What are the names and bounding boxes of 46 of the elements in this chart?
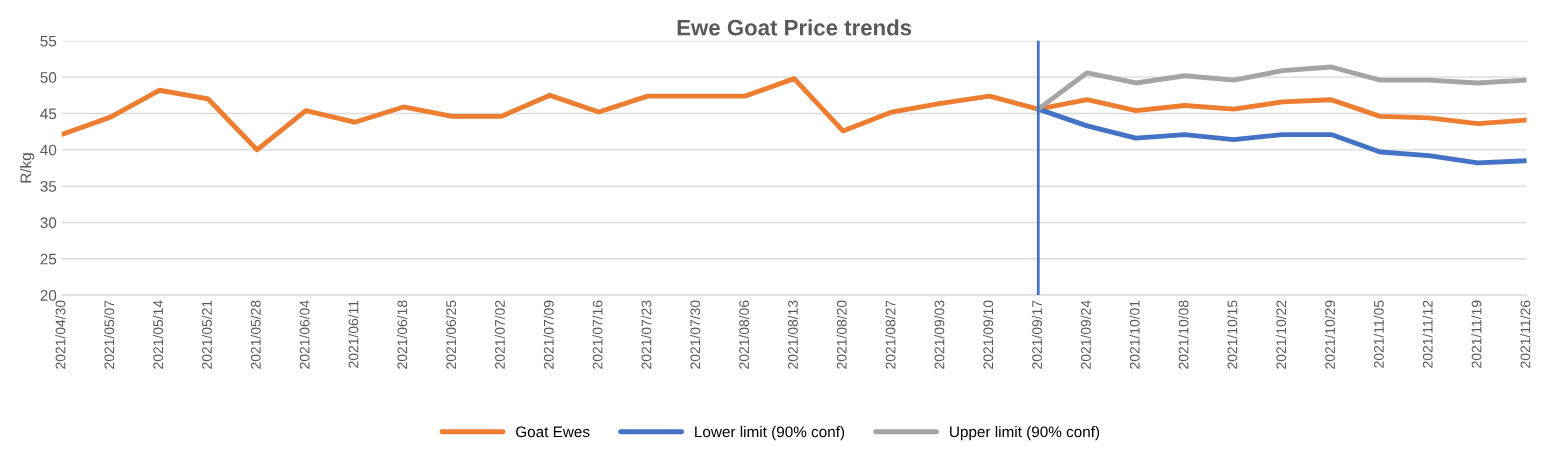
x-tick-label: 2021/04/30 <box>55 300 66 369</box>
x-tick-label: 2021/05/21 <box>201 300 212 369</box>
x-tick-label: 2021/08/06 <box>738 300 750 369</box>
x-tick-label: 2021/10/29 <box>1324 300 1335 369</box>
chart-title: Ewe Goat Price trends <box>677 19 912 36</box>
line-series <box>61 76 1527 153</box>
x-tick-label: 2021/05/28 <box>250 300 261 369</box>
x-tick-label: 2021/10/15 <box>1227 300 1238 369</box>
legend-label: Lower limit (90% conf) <box>695 426 845 441</box>
y-tick-label: 40 <box>40 144 57 156</box>
x-tick-label: 2021/07/16 <box>592 300 603 369</box>
x-tick-label: 2021/10/08 <box>1178 300 1189 369</box>
y-tick-label: 55 <box>40 35 57 47</box>
x-tick-label: 2021/06/18 <box>397 300 408 369</box>
x-tick-label: 2021/06/04 <box>299 300 310 369</box>
y-tick-label: 45 <box>40 108 57 120</box>
x-tick-label: 2021/11/05 <box>1373 300 1384 368</box>
x-tick-label: 2021/09/24 <box>1080 300 1091 369</box>
x-tick-label: 2021/10/22 <box>1275 300 1287 369</box>
y-tick-label: 30 <box>40 217 57 229</box>
line-series <box>1035 64 1527 112</box>
x-tick-label: 2021/09/10 <box>982 300 994 369</box>
y-tick-label: 35 <box>40 181 57 192</box>
x-tick-label: 2021/11/19 <box>1471 300 1482 368</box>
x-tick-label: 2021/06/11 <box>348 300 359 368</box>
x-tick-label: 2021/08/27 <box>885 300 896 369</box>
x-tick-label: 2021/06/25 <box>445 300 457 369</box>
x-tick-label: 2021/11/26 <box>1520 300 1531 368</box>
y-tick-label: 20 <box>40 289 57 301</box>
x-tick-label: 2021/08/13 <box>787 300 798 369</box>
y-tick-label: 25 <box>40 253 57 265</box>
x-tick-label: 2021/11/12 <box>1422 300 1433 368</box>
x-tick-label: 2021/09/17 <box>1031 300 1043 369</box>
x-tick-label: 2021/07/23 <box>641 300 652 369</box>
x-tick-label: 2021/07/02 <box>494 300 505 369</box>
legend-label: Goat Ewes <box>516 426 590 438</box>
y-axis-title: R/kg <box>20 153 35 183</box>
y-tick-label: 50 <box>40 72 57 83</box>
x-tick-label: 2021/07/09 <box>543 300 554 369</box>
x-tick-label: 2021/07/30 <box>690 300 701 369</box>
x-tick-label: 2021/09/03 <box>934 300 945 369</box>
x-tick-label: 2021/10/01 <box>1129 300 1140 369</box>
x-tick-label: 2021/05/14 <box>152 300 164 369</box>
x-tick-label: 2021/08/20 <box>836 300 847 369</box>
legend-label: Upper limit (90% conf) <box>950 426 1100 441</box>
x-tick-label: 2021/05/07 <box>104 300 115 369</box>
